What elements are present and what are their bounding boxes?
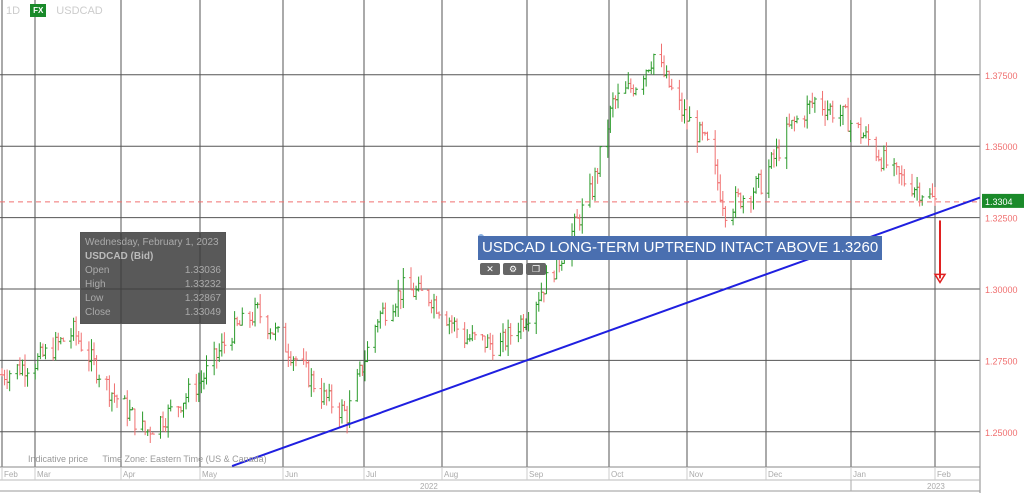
x-month-label: Feb: [4, 470, 18, 479]
gear-icon[interactable]: ⚙: [503, 263, 523, 275]
tooltip-value: 1.32867: [184, 293, 221, 304]
chart-footer: Indicative price Time Zone: Eastern Time…: [28, 454, 279, 464]
x-year-label: 2023: [927, 482, 945, 491]
indicative-price-label: Indicative price: [28, 454, 89, 464]
y-tick-label: 1.37500: [985, 71, 1018, 81]
y-tick-label: 1.30000: [985, 285, 1018, 295]
chart-annotation[interactable]: USDCAD LONG-TERM UPTREND INTACT ABOVE 1.…: [478, 236, 883, 260]
x-month-label: Nov: [689, 470, 703, 479]
last-price-badge: [982, 193, 1024, 208]
ohlc-tooltip: Wednesday, February 1, 2023 USDCAD (Bid)…: [80, 232, 226, 324]
x-month-label: Dec: [768, 470, 782, 479]
tooltip-row: High 1.33232: [85, 278, 221, 292]
tooltip-label: Open: [85, 265, 110, 276]
x-month-label: Jun: [285, 470, 298, 479]
x-month-label: Jan: [853, 470, 866, 479]
symbol-label[interactable]: USDCAD: [56, 4, 103, 17]
annotation-tools: ✕ ⚙ ❐: [480, 263, 546, 275]
x-month-label: Apr: [123, 470, 136, 479]
chart-header: 1D FX USDCAD: [6, 4, 103, 17]
fx-badge-icon: FX: [30, 4, 47, 17]
x-year-label: 2022: [420, 482, 438, 491]
x-month-label: Mar: [37, 470, 51, 479]
x-month-label: May: [202, 470, 217, 479]
tooltip-value: 1.33232: [184, 279, 221, 290]
y-tick-label: 1.25000: [985, 428, 1018, 438]
tooltip-value: 1.33049: [184, 307, 221, 318]
tooltip-label: Close: [85, 307, 111, 318]
timeframe-label[interactable]: 1D: [6, 4, 21, 17]
x-month-label: Feb: [937, 470, 951, 479]
x-month-label: Oct: [611, 470, 624, 479]
x-month-label: Sep: [529, 470, 544, 479]
y-tick-label: 1.32500: [985, 214, 1018, 224]
x-month-label: Aug: [444, 470, 458, 479]
timezone-label: Time Zone: Eastern Time (US & Canada): [102, 454, 267, 464]
y-tick-label: 1.27500: [985, 356, 1018, 366]
tooltip-row: Low 1.32867: [85, 292, 221, 306]
y-tick-label: 1.35000: [985, 142, 1018, 152]
last-price-label: 1.3304: [985, 197, 1013, 207]
down-arrow-head: [933, 273, 947, 284]
tooltip-row: Open 1.33036: [85, 264, 221, 278]
close-icon[interactable]: ✕: [480, 263, 500, 275]
tooltip-label: Low: [85, 293, 104, 304]
x-month-label: Jul: [366, 470, 376, 479]
tooltip-date: Wednesday, February 1, 2023: [85, 237, 219, 248]
tooltip-row: Close 1.33049: [85, 306, 221, 320]
copy-icon[interactable]: ❐: [526, 263, 546, 275]
tooltip-symbol: USDCAD (Bid): [85, 251, 154, 262]
tooltip-label: High: [85, 279, 106, 290]
tooltip-value: 1.33036: [184, 265, 221, 276]
